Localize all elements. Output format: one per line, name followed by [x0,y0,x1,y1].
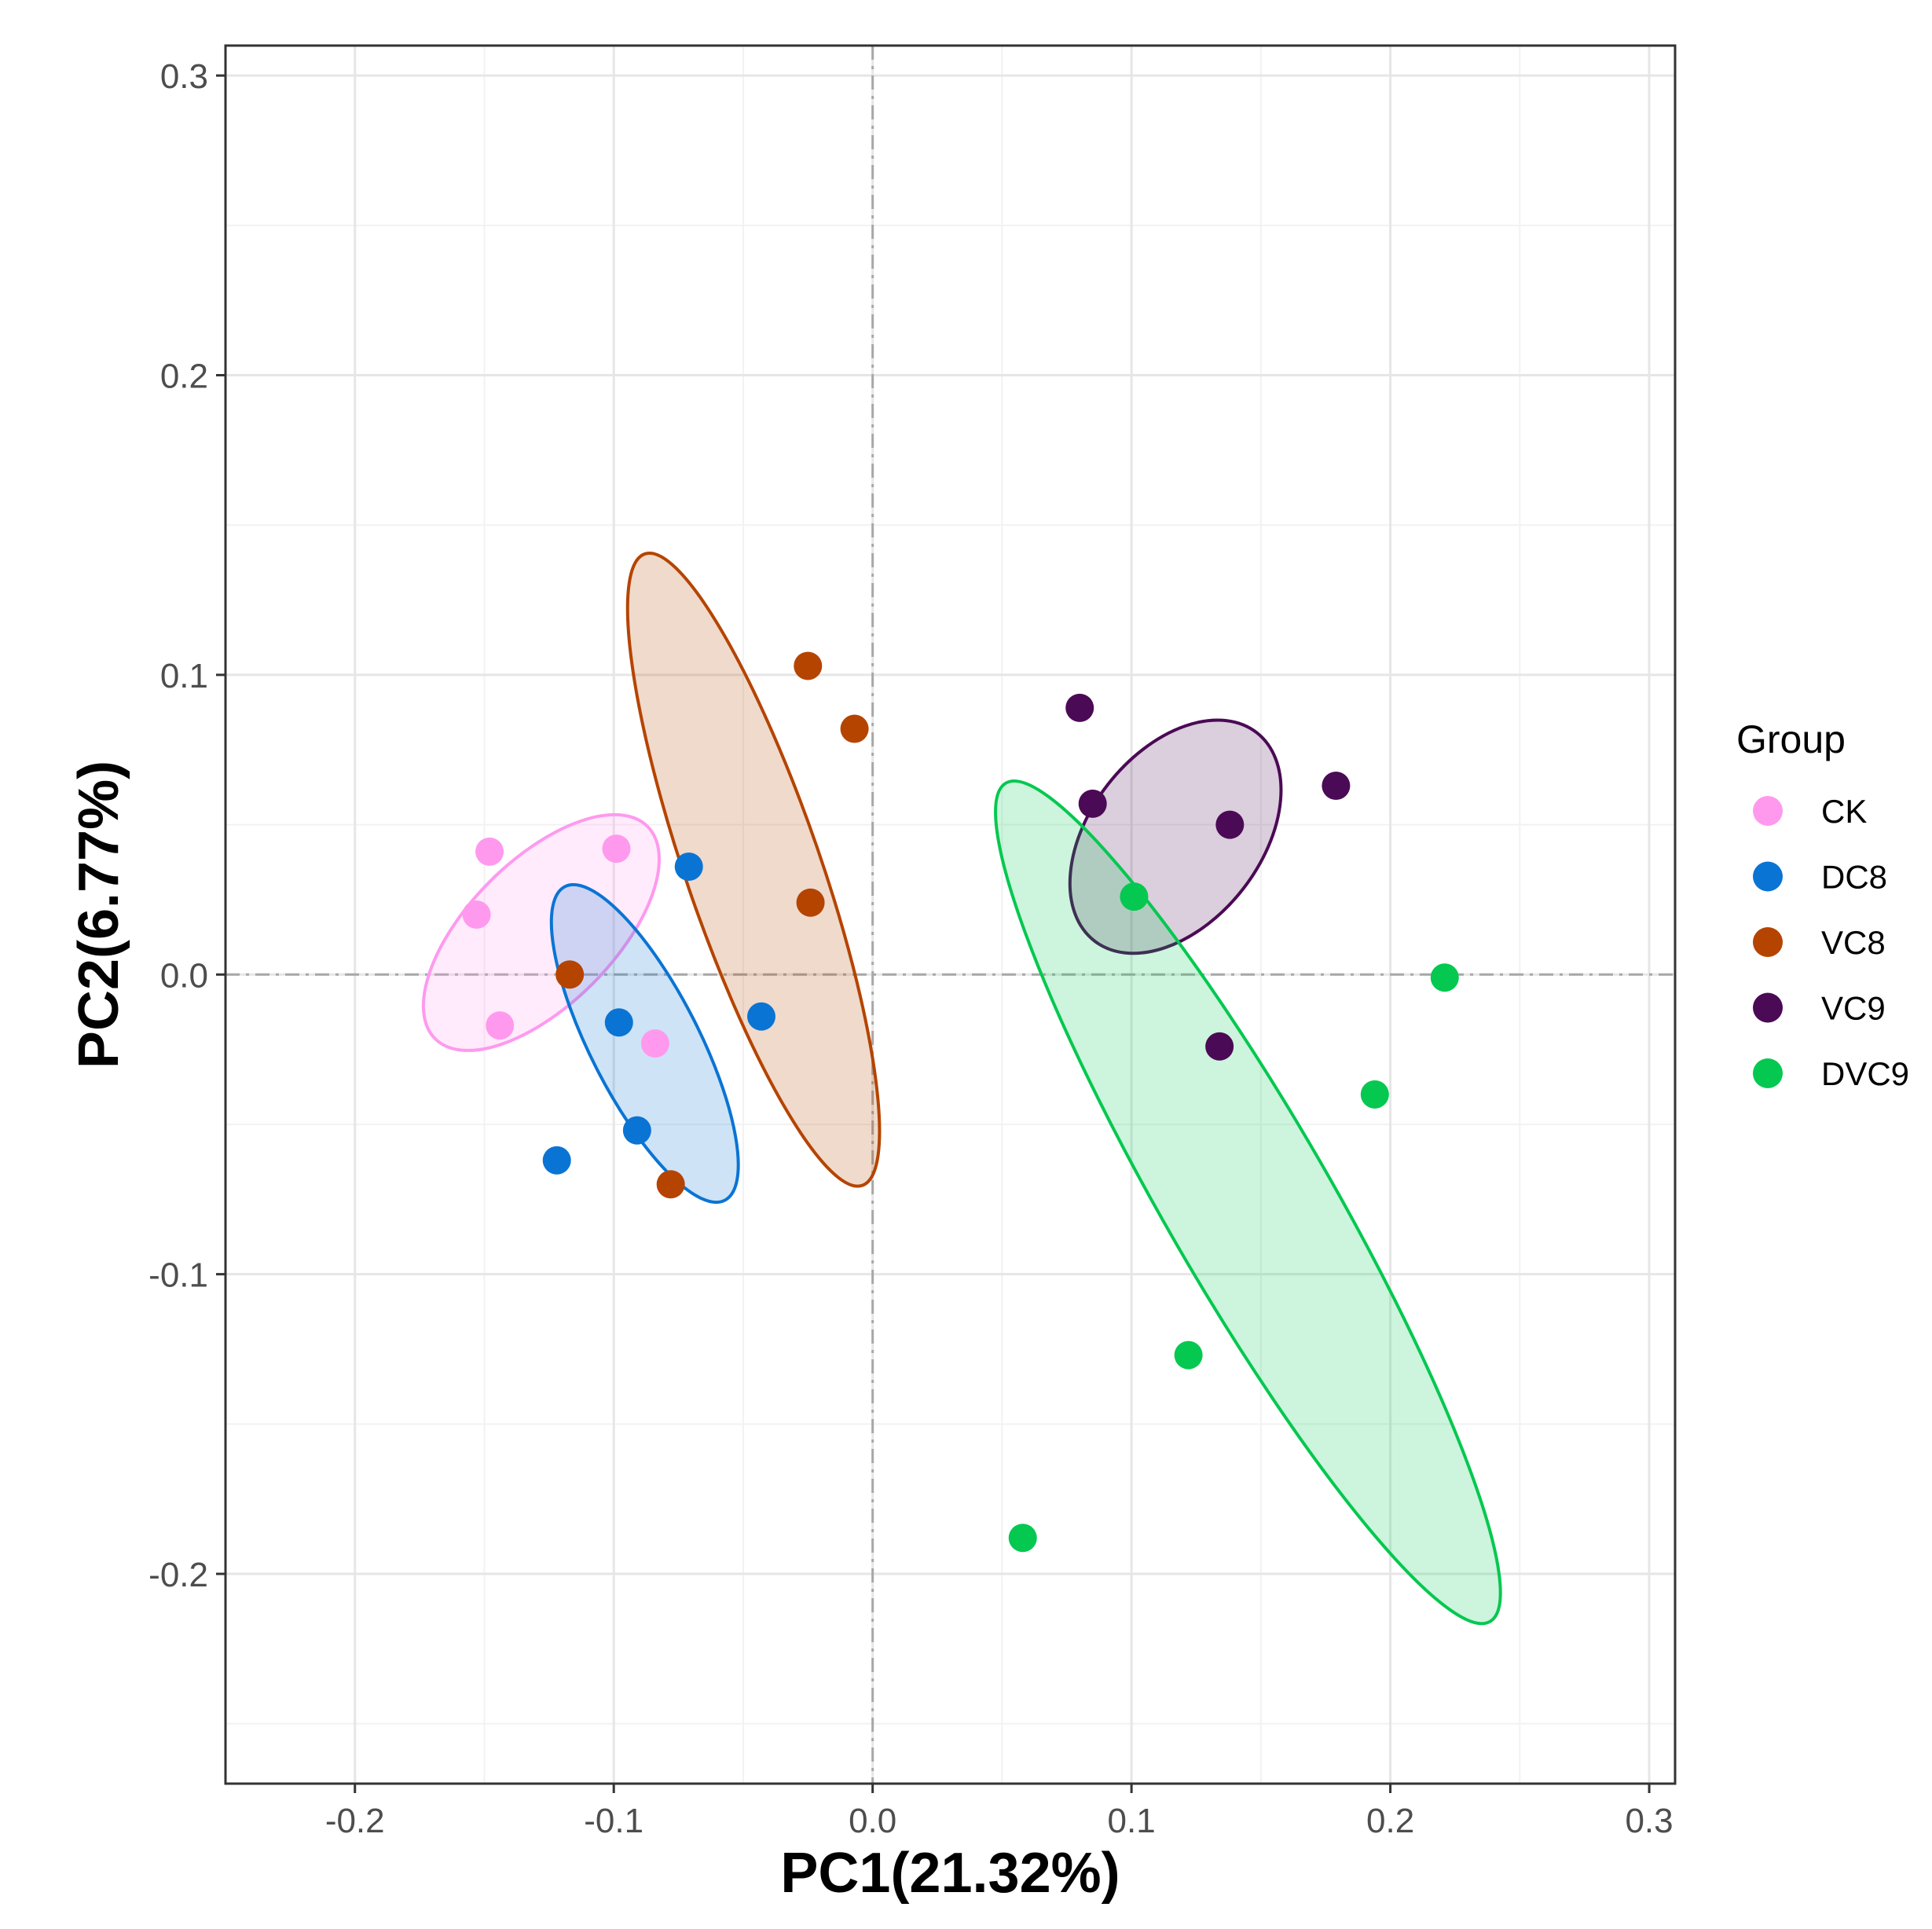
legend-label-vc8: VC8 [1821,924,1886,961]
point-ck [462,900,491,929]
point-dc8 [542,1146,571,1175]
x-axis-title: PC1(21.32%) [780,1842,1120,1905]
legend-key-vc8 [1753,927,1783,957]
legend-label-ck: CK [1821,793,1867,830]
y-axis-title: PC2(6.77%) [68,761,130,1069]
point-vc9 [1322,772,1351,801]
legend-key-vc9 [1753,992,1783,1023]
y-tick-label: -0.1 [148,1256,208,1295]
legend-label-dc8: DC8 [1821,859,1887,896]
point-dvc9 [1174,1340,1203,1370]
point-dvc9 [1360,1080,1389,1109]
legend: Group CK DC8 VC8 VC9 DVC9 [1736,717,1909,1092]
y-tick-label: -0.2 [148,1556,208,1594]
x-tick-label: 0.1 [1108,1802,1156,1840]
x-tick-label: -0.2 [325,1802,385,1840]
point-dvc9 [1120,882,1149,911]
y-axis-ticks: -0.2 -0.1 0.0 0.1 0.2 0.3 [148,57,225,1594]
legend-label-vc9: VC9 [1821,990,1886,1027]
point-dc8 [674,852,703,881]
point-vc8 [840,714,869,743]
point-dvc9 [1008,1524,1037,1553]
panel-border [224,44,1677,1785]
y-tick-label: 0.0 [160,956,208,995]
legend-label-dvc9: DVC9 [1821,1055,1909,1092]
ellipse-vc8 [625,551,882,1188]
point-vc9 [1205,1032,1234,1061]
point-ck [640,1029,669,1058]
point-dc8 [604,1008,633,1037]
point-vc8 [794,651,823,680]
legend-key-dc8 [1753,861,1783,892]
ellipse-dvc9 [994,779,1502,1626]
x-tick-label: -0.1 [584,1802,643,1840]
point-vc9 [1065,693,1094,722]
legend-key-ck [1753,796,1783,826]
point-dvc9 [1430,963,1459,992]
point-ck [475,837,504,866]
point-dc8 [746,1002,775,1031]
x-tick-label: 0.3 [1625,1802,1673,1840]
point-dc8 [622,1116,651,1145]
data-points [462,651,1459,1553]
x-tick-label: 0.0 [849,1802,896,1840]
point-vc9 [1078,789,1107,818]
y-tick-label: 0.2 [160,358,208,396]
point-ck [602,834,631,864]
y-tick-label: 0.1 [160,657,208,695]
x-axis-ticks: -0.2 -0.1 0.0 0.1 0.2 0.3 [325,1784,1674,1840]
ellipse-ck [421,812,661,1052]
point-vc8 [656,1170,685,1199]
point-ck [486,1011,515,1040]
y-tick-label: 0.3 [160,57,208,96]
x-tick-label: 0.2 [1366,1802,1414,1840]
legend-key-dvc9 [1753,1058,1783,1088]
confidence-ellipses [421,551,1502,1626]
point-vc8 [555,960,585,989]
legend-title: Group [1736,717,1846,761]
point-vc8 [796,888,825,917]
point-vc9 [1215,810,1245,839]
